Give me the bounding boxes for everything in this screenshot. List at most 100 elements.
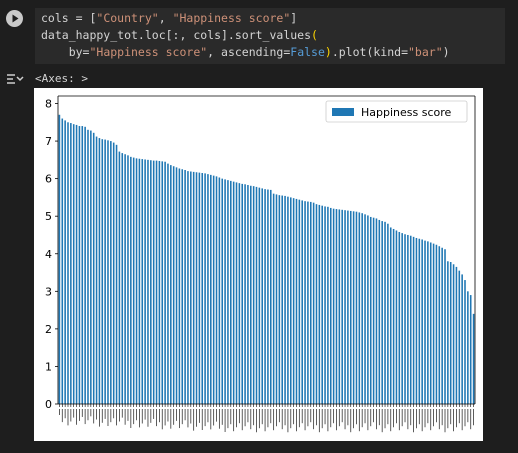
bar [178, 168, 181, 404]
bar [207, 174, 209, 404]
bar [467, 291, 469, 404]
bar [61, 118, 64, 404]
bar [347, 210, 349, 404]
bar [90, 130, 92, 404]
bar [407, 234, 409, 404]
y-tick-label: 1 [45, 360, 52, 373]
bar [392, 228, 395, 404]
bar [132, 157, 135, 404]
bar [281, 195, 283, 404]
bar [135, 158, 138, 404]
bar [121, 153, 124, 404]
bar [104, 139, 106, 404]
bar [367, 215, 369, 404]
bar [87, 129, 89, 404]
bar [224, 179, 226, 404]
bar [250, 185, 252, 404]
bar [315, 204, 318, 404]
bar [204, 173, 206, 404]
bar [449, 262, 452, 404]
y-tick-label: 0 [45, 398, 52, 411]
y-tick-label: 7 [45, 135, 52, 148]
bar [421, 239, 423, 404]
legend-swatch [332, 108, 354, 116]
bar [170, 165, 172, 404]
bar [429, 242, 432, 404]
bar [72, 124, 75, 405]
bar [258, 187, 261, 404]
bar [201, 173, 204, 404]
bar [95, 136, 98, 404]
bar [78, 126, 81, 405]
code-line-1: cols = ["Country", "Happiness score"] [41, 11, 298, 25]
bar [298, 199, 301, 404]
bar [112, 142, 115, 404]
bar [309, 201, 312, 404]
bar [287, 196, 289, 404]
bar-chart: 0 1 2 3 4 5 6 7 8 Happiness score [45, 95, 476, 433]
bar [269, 189, 272, 404]
bar [435, 244, 438, 404]
bar [118, 151, 121, 404]
bar [341, 209, 343, 404]
bar [115, 144, 118, 404]
bar [415, 237, 418, 404]
bar [441, 247, 443, 404]
bar [412, 236, 415, 404]
bar [192, 171, 195, 404]
y-tick-label: 8 [45, 98, 52, 111]
bar [401, 233, 403, 404]
output-toggle-icon[interactable] [6, 72, 24, 86]
bar [301, 200, 303, 404]
bar [324, 206, 326, 404]
bar [144, 159, 146, 404]
bar [275, 194, 278, 404]
bar [327, 206, 329, 404]
bar [164, 161, 166, 404]
bar [361, 213, 363, 404]
bar [181, 169, 184, 404]
bar [267, 189, 269, 404]
bar [167, 163, 169, 404]
bar [384, 221, 386, 404]
bar [427, 241, 429, 404]
bar [352, 211, 355, 404]
bar [195, 172, 198, 404]
bar [198, 172, 201, 404]
bar [372, 217, 375, 404]
bar [175, 167, 178, 404]
bar [307, 201, 309, 404]
code-cell[interactable]: cols = ["Country", "Happiness score"] dat… [0, 0, 518, 66]
bar [235, 182, 238, 404]
bar [187, 171, 189, 404]
bar [389, 227, 392, 404]
run-cell-button[interactable] [6, 10, 23, 27]
bar [238, 183, 241, 404]
y-tick-label: 2 [45, 323, 52, 336]
bar [295, 198, 298, 404]
bar [318, 204, 321, 404]
bar [444, 249, 446, 404]
bar [418, 238, 421, 404]
bar [264, 189, 266, 404]
bar [455, 266, 458, 404]
bar [64, 120, 66, 404]
bar [312, 202, 315, 404]
bar [387, 223, 389, 404]
bar [130, 156, 132, 404]
bar [424, 240, 426, 404]
bar [292, 198, 295, 404]
bar [124, 154, 126, 404]
bar [344, 210, 346, 404]
bar [464, 280, 466, 404]
bar [141, 159, 144, 404]
code-line-3: by="Happiness score", ascending=False).p… [41, 45, 450, 59]
bar [92, 132, 95, 404]
bar [335, 209, 338, 404]
bar [409, 235, 412, 404]
bar [378, 219, 381, 404]
y-tick-label: 4 [45, 248, 52, 261]
bar [355, 211, 358, 404]
bar [252, 186, 255, 404]
code-editor[interactable]: cols = ["Country", "Happiness score"] dat… [35, 8, 505, 64]
